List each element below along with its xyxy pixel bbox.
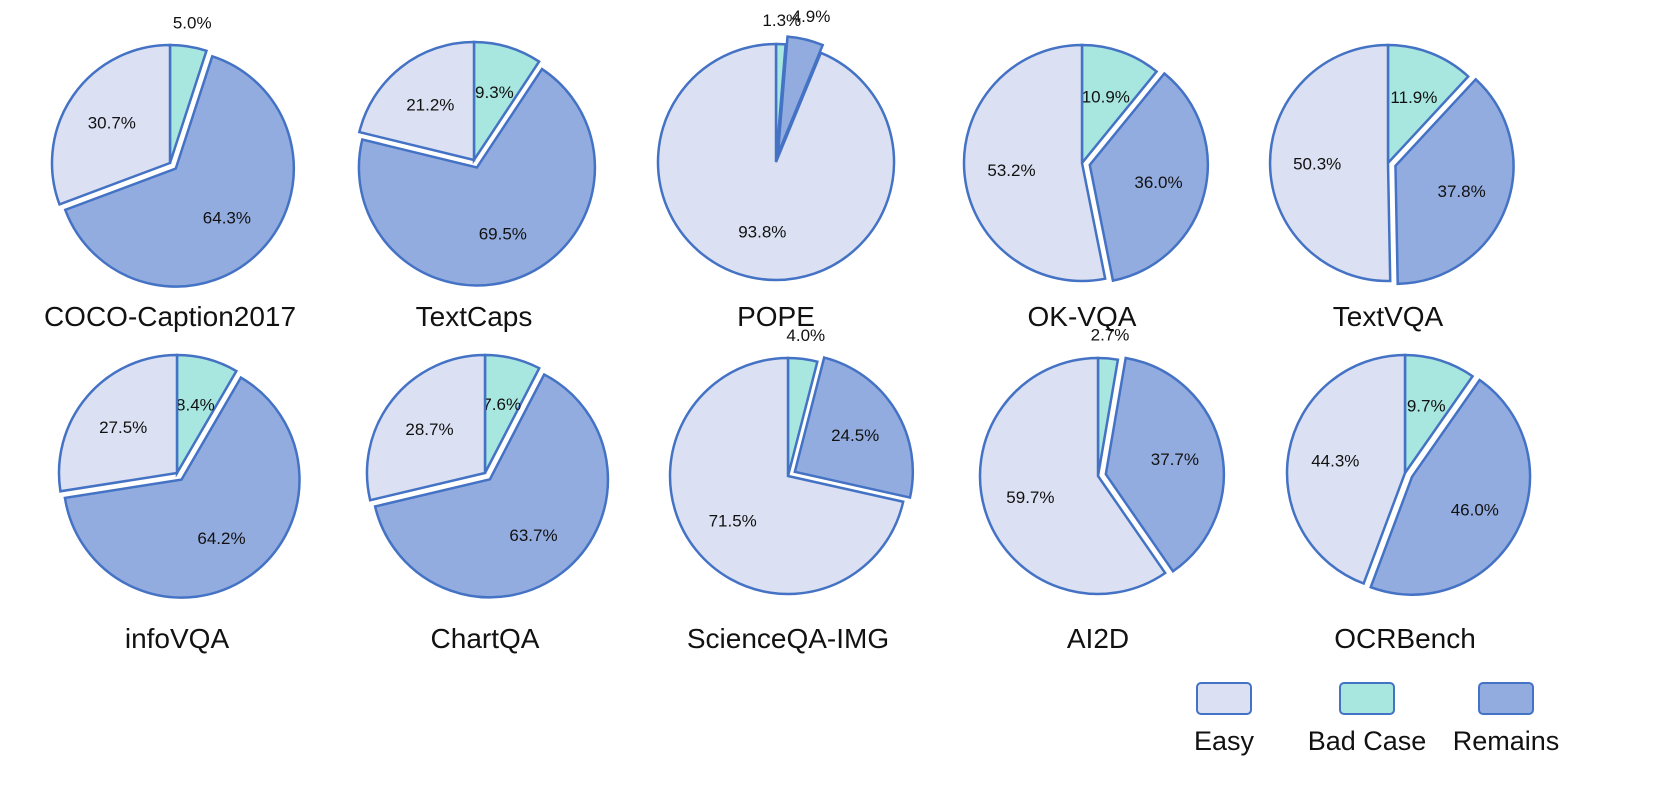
legend: Easy Bad Case Remains [1194, 682, 1560, 756]
slice-percent-label: 10.9% [1082, 87, 1130, 106]
pie-slice-easy [357, 40, 476, 162]
pie-slice-remains [63, 375, 301, 599]
pie-slice-easy [1285, 353, 1407, 586]
slice-percent-label: 28.7% [405, 420, 453, 439]
pie-chart: 11.9% 37.8% 50.3% TextVQA [1268, 43, 1515, 332]
chart-title: TextVQA [1333, 301, 1444, 332]
slice-percent-label: 93.8% [738, 223, 786, 242]
slice-percent-label: 27.5% [99, 418, 147, 437]
slice-percent-label: 46.0% [1451, 501, 1499, 520]
pie-slice-remains [63, 54, 295, 288]
pie-slice-bad-case [1386, 43, 1470, 167]
pie-slice-bad-case [1080, 43, 1159, 167]
slice-percent-label: 50.3% [1293, 155, 1341, 174]
pie-slice-remains [1088, 71, 1210, 283]
slice-percent-label: 8.4% [176, 396, 215, 415]
slice-percent-label: 24.5% [831, 426, 879, 445]
pie-slice-easy [668, 356, 905, 596]
pie-slice-remains [793, 356, 915, 500]
slice-percent-label: 2.7% [1091, 326, 1130, 345]
pie-slice-easy [1268, 43, 1392, 283]
pie-slice-remains [776, 35, 825, 155]
chart-title: OCRBench [1334, 623, 1476, 654]
slice-percent-label: 4.9% [792, 7, 831, 26]
legend-label: Easy [1194, 726, 1255, 756]
slice-percent-label: 69.5% [479, 224, 527, 243]
legend-swatch-bad-case [1339, 682, 1395, 715]
slice-percent-label: 71.5% [709, 511, 757, 530]
slice-percent-label: 4.0% [786, 326, 825, 345]
pie-chart: 4.0% 24.5% 71.5% ScienceQA-IMG [668, 326, 915, 654]
pie-chart: 7.6% 63.7% 28.7% ChartQA [365, 353, 610, 654]
slice-percent-label: 7.6% [482, 395, 521, 414]
chart-title: AI2D [1067, 623, 1129, 654]
chart-title: infoVQA [125, 623, 230, 654]
pie-slice-easy [50, 43, 172, 206]
slice-percent-label: 59.7% [1006, 488, 1054, 507]
slice-percent-label: 9.7% [1407, 397, 1446, 416]
slice-percent-label: 9.3% [475, 83, 514, 102]
pie-slice-remains [357, 67, 597, 287]
slice-percent-label: 21.2% [406, 95, 454, 114]
pie-chart: 5.0% 64.3% 30.7% COCO-Caption2017 [44, 14, 296, 332]
legend-label: Bad Case [1308, 726, 1427, 756]
chart-title: OK-VQA [1028, 301, 1137, 332]
pie-slice-remains [1394, 77, 1515, 286]
slice-percent-label: 37.7% [1151, 450, 1199, 469]
pie-slice-easy [57, 353, 179, 493]
pie-slice-easy [978, 356, 1167, 596]
pie-chart: 2.7% 37.7% 59.7% AI2D [978, 326, 1226, 654]
chart-title: POPE [737, 301, 815, 332]
slice-percent-label: 36.0% [1134, 173, 1182, 192]
slice-percent-label: 37.8% [1437, 182, 1485, 201]
pie-chart: 8.4% 64.2% 27.5% infoVQA [57, 353, 301, 654]
legend-swatch-remains [1478, 682, 1534, 715]
pie-chart: 1.3%4.9% 93.8% POPE [656, 7, 896, 332]
chart-title: ScienceQA-IMG [687, 623, 889, 654]
chart-title: COCO-Caption2017 [44, 301, 296, 332]
slice-percent-label: 5.0% [173, 14, 212, 33]
legend-swatch-easy [1196, 682, 1252, 715]
pie-chart: 9.3% 69.5% 21.2% TextCaps [357, 40, 597, 332]
slice-percent-label: 53.2% [987, 161, 1035, 180]
slice-percent-label: 64.2% [197, 529, 245, 548]
pie-chart: 10.9% 36.0% 53.2% OK-VQA [962, 43, 1210, 332]
pie-slice-remains [1104, 356, 1226, 574]
pie-slice-remains [373, 372, 610, 599]
slice-percent-label: 11.9% [1390, 88, 1437, 107]
chart-title: ChartQA [431, 623, 540, 654]
chart-title: TextCaps [416, 301, 533, 332]
pie-slice-easy [365, 353, 487, 502]
slice-percent-label: 44.3% [1311, 451, 1359, 470]
pie-slice-easy [656, 42, 896, 282]
pie-slice-remains [1369, 378, 1532, 596]
slice-percent-label: 64.3% [203, 209, 251, 228]
slice-percent-label: 1.3% [762, 11, 801, 30]
slice-percent-label: 30.7% [88, 114, 136, 133]
pie-chart: 9.7% 46.0% 44.3% OCRBench [1285, 353, 1532, 654]
legend-label: Remains [1453, 726, 1560, 756]
pie-slice-easy [962, 43, 1107, 283]
slice-percent-label: 63.7% [509, 526, 557, 545]
